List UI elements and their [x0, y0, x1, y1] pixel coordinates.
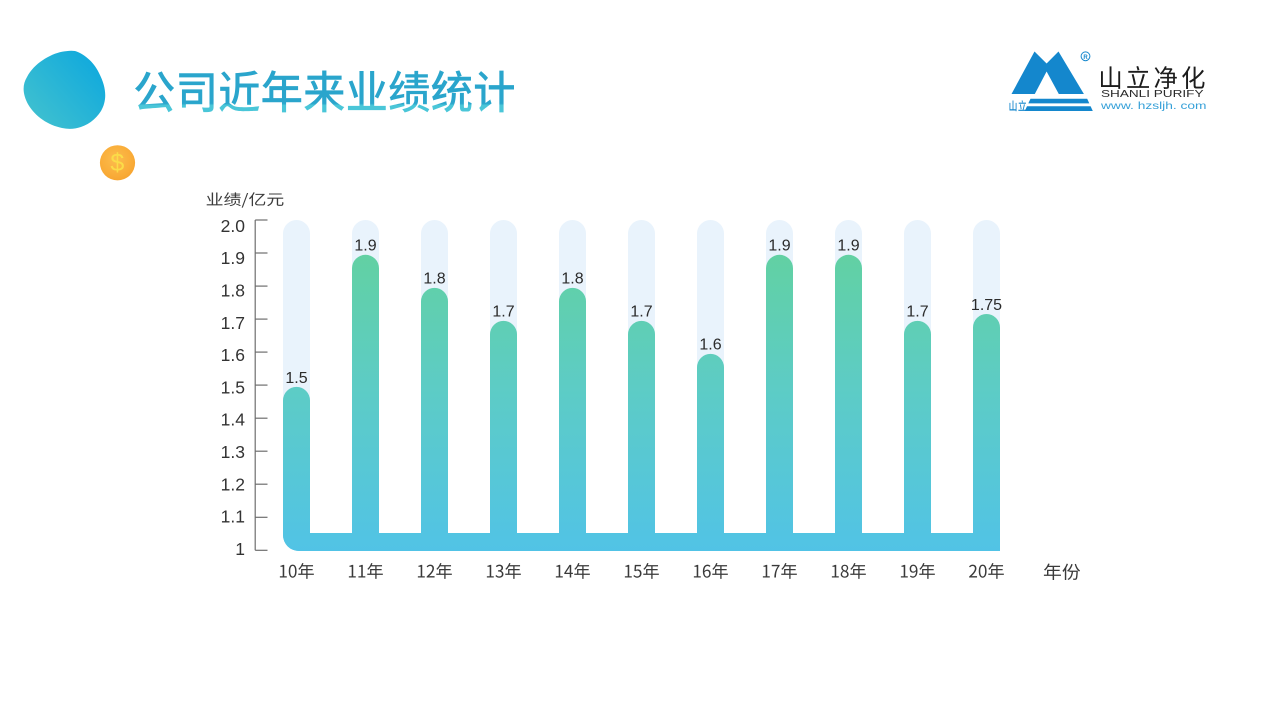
svg-text:$: $: [110, 149, 124, 177]
svg-text:1.9: 1.9: [837, 238, 859, 255]
svg-text:1.9: 1.9: [221, 248, 245, 268]
svg-text:1.9: 1.9: [354, 238, 376, 255]
svg-text:1.9: 1.9: [768, 238, 790, 255]
svg-text:1.5: 1.5: [221, 377, 245, 397]
svg-text:R: R: [1083, 55, 1088, 61]
svg-text:1.6: 1.6: [221, 345, 245, 365]
svg-text:1.7: 1.7: [630, 304, 652, 321]
svg-text:SHANLI PURIFY: SHANLI PURIFY: [1101, 88, 1204, 100]
svg-text:2.0: 2.0: [221, 216, 246, 236]
svg-text:1.3: 1.3: [221, 442, 245, 462]
svg-text:1.5: 1.5: [285, 370, 307, 387]
svg-text:1.1: 1.1: [221, 507, 245, 527]
svg-text:1.2: 1.2: [221, 474, 245, 494]
svg-text:1.4: 1.4: [221, 410, 246, 430]
svg-text:1.6: 1.6: [699, 337, 721, 354]
svg-text:1.75: 1.75: [971, 297, 1002, 314]
svg-text:1.7: 1.7: [492, 304, 514, 321]
svg-text:1.8: 1.8: [561, 271, 583, 288]
svg-text:1.8: 1.8: [423, 271, 445, 288]
svg-text:1.8: 1.8: [221, 281, 245, 301]
svg-text:www. hzsljh. com: www. hzsljh. com: [1100, 101, 1207, 112]
svg-text:1.7: 1.7: [906, 304, 928, 321]
svg-text:1.7: 1.7: [221, 313, 245, 333]
svg-text:1: 1: [235, 539, 245, 559]
